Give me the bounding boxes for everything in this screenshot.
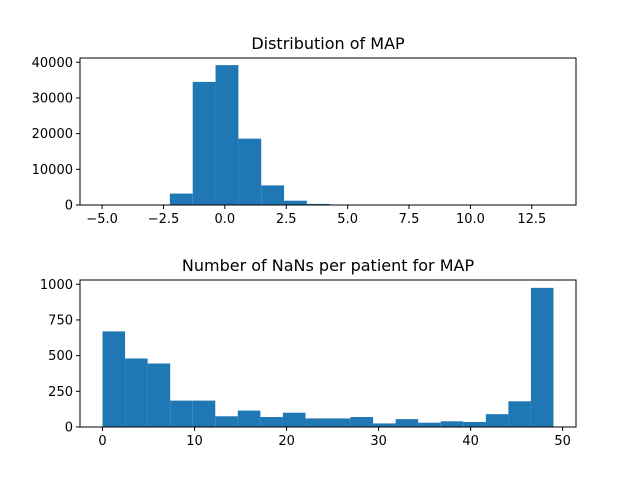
histogram-bar [463, 422, 486, 427]
histogram-bar [125, 358, 148, 427]
x-tick-label: 10 [186, 434, 203, 449]
x-tick-label: 5.0 [337, 212, 358, 227]
histogram-bar [215, 416, 238, 427]
y-tick-label: 20000 [32, 127, 73, 142]
histogram-bar [350, 417, 374, 427]
y-tick-label: 750 [48, 313, 73, 328]
histogram-bar [306, 203, 330, 205]
x-tick-label: 2.5 [276, 212, 297, 227]
y-tick-label: 0 [65, 421, 73, 436]
x-axis-ticks: −5.0 −2.5 0.0 2.5 5.0 7.5 10.0 12.5 [86, 205, 546, 227]
x-tick-label: 10.0 [456, 212, 485, 227]
histogram-bar [169, 193, 193, 205]
histogram-bar [215, 65, 239, 205]
histogram-bar [418, 422, 441, 427]
chart-map-distribution: Distribution of MAP −5.0 −2.5 0.0 2.5 5.0 7.5… [32, 34, 577, 227]
histogram-bar [260, 417, 283, 427]
histogram-bar [170, 400, 193, 427]
histogram-bar [192, 81, 216, 205]
x-tick-label: 40 [462, 434, 479, 449]
axes-frame [79, 57, 577, 206]
chart-title: Distribution of MAP [251, 34, 405, 53]
x-tick-label: 7.5 [399, 212, 420, 227]
histogram-bar [147, 363, 171, 427]
chart-title: Number of NaNs per patient for MAP [182, 256, 475, 275]
y-tick-label: 0 [65, 199, 73, 214]
y-axis-ticks: 0 10000 20000 30000 40000 [32, 56, 80, 214]
y-tick-label: 40000 [32, 56, 73, 71]
histogram-bar [508, 401, 531, 427]
histogram-bar [284, 200, 307, 205]
histogram-bar [282, 412, 306, 427]
histogram-bar [237, 410, 261, 427]
histogram-bar [238, 138, 262, 205]
x-tick-label: −5.0 [86, 212, 118, 227]
histogram-bar [192, 400, 216, 427]
y-tick-label: 250 [48, 385, 73, 400]
histogram-bar [395, 419, 419, 427]
x-tick-label: −2.5 [148, 212, 180, 227]
histogram-bar [485, 414, 509, 427]
x-tick-label: 30 [370, 434, 387, 449]
histogram-bar [328, 418, 351, 427]
y-tick-label: 1000 [40, 278, 73, 293]
x-tick-label: 0 [98, 434, 106, 449]
x-tick-label: 50 [554, 434, 571, 449]
histogram-bar [530, 287, 554, 427]
bar-group [102, 287, 554, 427]
y-tick-label: 30000 [32, 91, 73, 106]
x-tick-label: 12.5 [517, 212, 546, 227]
y-tick-label: 500 [48, 349, 73, 364]
y-tick-label: 10000 [32, 163, 73, 178]
histogram-bar [440, 421, 464, 427]
histogram-bar [305, 418, 328, 427]
histogram-bar [261, 185, 285, 205]
y-axis-ticks: 0 250 500 750 1000 [40, 278, 80, 436]
chart-nans-per-patient: Number of NaNs per patient for MAP 0 10 20… [40, 256, 577, 449]
histogram-bar [102, 331, 126, 427]
x-tick-label: 0.0 [215, 212, 236, 227]
axes-frame [79, 279, 577, 428]
histogram-bar [373, 423, 396, 427]
x-axis-ticks: 0 10 20 30 40 50 [98, 427, 571, 449]
bar-group [101, 65, 559, 205]
x-tick-label: 20 [278, 434, 295, 449]
